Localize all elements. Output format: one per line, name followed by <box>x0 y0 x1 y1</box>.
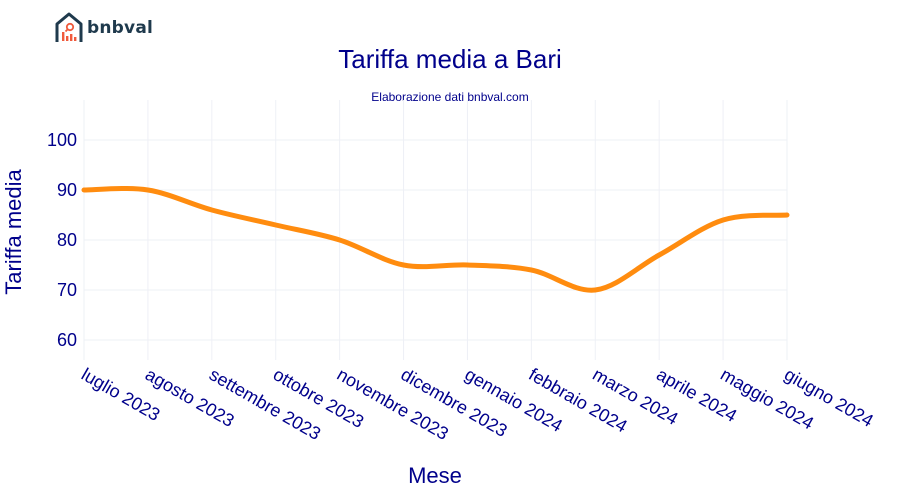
brand-logo: bnbval <box>54 12 153 44</box>
x-tick-label: novembre 2023 <box>334 364 452 444</box>
y-tick-label: 90 <box>57 180 77 200</box>
y-tick-label: 100 <box>47 130 77 150</box>
brand-name: bnbval <box>87 18 154 38</box>
x-tick-label: dicembre 2023 <box>398 364 511 441</box>
chart-subtitle: Elaborazione dati bnbval.com <box>371 90 529 104</box>
x-axis-title: Mese <box>408 463 462 488</box>
series-line-tariffa-media[interactable] <box>81 186 790 293</box>
chart-title: Tariffa media a Bari <box>338 44 562 74</box>
y-axis-title: Tariffa media <box>1 168 26 294</box>
y-tick-label: 60 <box>57 330 77 350</box>
x-tick-label: settembre 2023 <box>206 364 324 444</box>
house-chart-magnifier-icon <box>55 12 83 42</box>
y-axis-ticks: 60 70 80 90 100 <box>47 130 77 350</box>
y-tick-label: 70 <box>57 280 77 300</box>
grid-lines <box>83 100 788 360</box>
y-tick-label: 80 <box>57 230 77 250</box>
